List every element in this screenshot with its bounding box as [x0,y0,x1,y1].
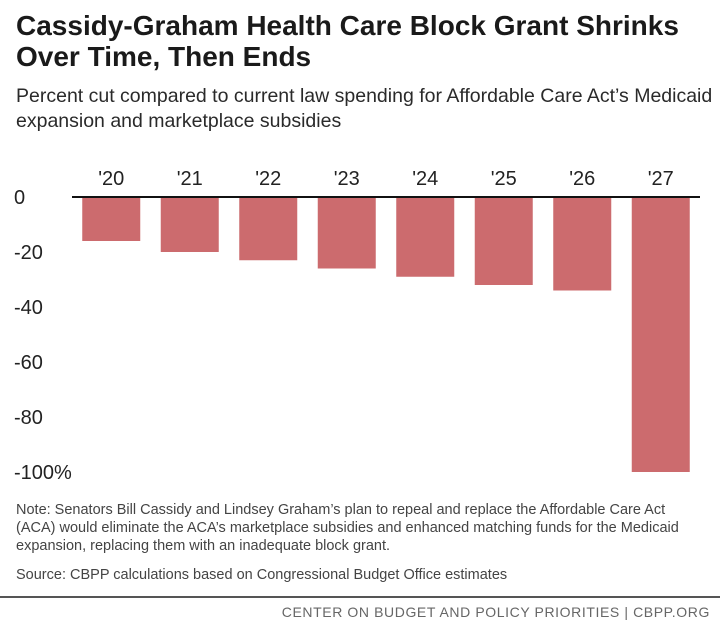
footer-credit: CENTER ON BUDGET AND POLICY PRIORITIES |… [281,604,710,620]
x-tick-label: '22 [255,168,281,190]
bar-chart: 0 -20 -40 -60 -80 -100% '20 '21 '22 '23 '24 '25 '26… [14,168,700,484]
x-axis-ticks: '20 '21 '22 '23 '24 '25 '26 '27 [98,168,674,190]
chart-title: Cassidy-Graham Health Care Block Grant S… [16,10,679,72]
x-tick-label: '25 [491,168,517,190]
y-tick-label: -40 [14,297,43,319]
x-tick-label: '24 [412,168,438,190]
chart-source: Source: CBPP calculations based on Congr… [16,567,508,583]
y-tick-label: -100% [14,462,72,484]
x-tick-label: '23 [334,168,360,190]
x-tick-label: '21 [177,168,203,190]
y-axis-ticks: 0 -20 -40 -60 -80 -100% [14,187,72,484]
x-tick-label: '20 [98,168,124,190]
footer-divider [0,596,720,598]
y-tick-label: -20 [14,242,43,264]
bar [82,197,141,241]
y-tick-label: -80 [14,407,43,429]
y-tick-label: -60 [14,352,43,374]
bar [317,197,376,269]
bars-group [82,197,690,472]
bar [474,197,533,285]
x-tick-label: '27 [648,168,674,190]
chart-subtitle: Percent cut compared to current law spen… [16,85,713,132]
chart-note: Note: Senators Bill Cassidy and Lindsey … [16,502,679,554]
bar [553,197,612,291]
x-tick-label: '26 [569,168,595,190]
bar [239,197,298,261]
bar [396,197,455,277]
bar [631,197,690,472]
y-tick-label: 0 [14,187,25,209]
bar [160,197,219,252]
